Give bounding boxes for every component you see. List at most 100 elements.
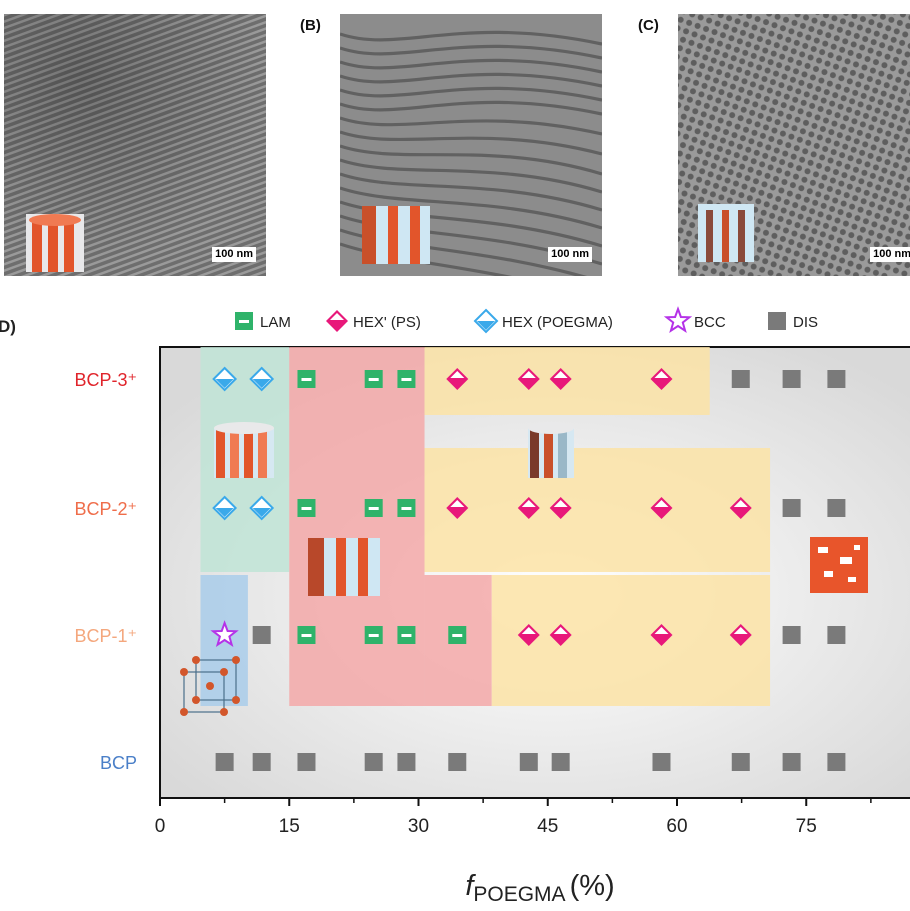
x-tick-label: 60	[666, 816, 687, 837]
row-label: BCP-1⁺	[74, 626, 137, 646]
bcc-lattice-icon	[180, 656, 240, 716]
data-point-hex-ps	[650, 497, 673, 519]
legend-label: HEX' (PS)	[353, 314, 421, 331]
tem-panel-a: 100 nm	[4, 14, 266, 276]
data-point-dis	[827, 753, 846, 771]
data-point-dis	[519, 753, 538, 771]
data-point-dis	[297, 753, 316, 771]
panel-label-b: (B)	[300, 17, 321, 34]
hex-ps-cube-icon	[698, 204, 754, 262]
phase-region	[491, 575, 771, 706]
data-point-lam	[297, 499, 316, 517]
data-point-hex-ps	[446, 497, 469, 519]
tem-panel-b: 100 nm	[340, 14, 602, 276]
hex-cylinder-cube-icon	[26, 214, 84, 272]
data-point-hex-ps	[517, 624, 540, 646]
row-label: BCP-2⁺	[74, 499, 137, 519]
data-point-lam	[448, 626, 467, 644]
data-point-lam	[364, 626, 383, 644]
x-tick-label: 0	[155, 816, 166, 837]
x-axis-label: fPOEGMA (%)	[465, 870, 614, 906]
data-point-hex-ps	[549, 368, 572, 390]
data-point-dis	[551, 753, 570, 771]
disordered-cube-icon	[810, 537, 868, 593]
x-axis-label-sub: POEGMA	[473, 883, 565, 906]
tem-image-b	[340, 14, 602, 276]
row-label: BCP-3⁺	[74, 370, 137, 390]
scale-bar-b: 100 nm	[548, 247, 592, 262]
legend-label: DIS	[793, 314, 818, 331]
data-points	[210, 366, 846, 771]
lamellar-cube-icon	[362, 206, 430, 264]
data-point-dis	[448, 753, 467, 771]
data-point-lam	[397, 370, 416, 388]
data-point-hex-ps	[446, 368, 469, 390]
phase-regions	[200, 347, 771, 706]
data-point-dis	[215, 753, 234, 771]
data-point-hex-ps	[517, 368, 540, 390]
data-point-hex-ps	[650, 624, 673, 646]
row-label: BCP	[100, 753, 137, 773]
data-point-dis	[397, 753, 416, 771]
data-point-dis	[782, 753, 801, 771]
data-point-dis	[782, 626, 801, 644]
legend-marker-hex-poegma	[473, 308, 499, 334]
phase-diagram-chart: D) LAM HEX' (PS) HEX (POEGMA) BCC DIS 0 15 30 4…	[0, 306, 910, 906]
x-tick-label: 15	[279, 816, 300, 837]
data-point-dis	[731, 370, 750, 388]
data-point-hex-poegma	[212, 495, 238, 521]
phase-region	[289, 347, 425, 706]
cylinder-bundle-icon	[214, 422, 274, 478]
chart-legend: LAM HEX' (PS) HEX (POEGMA) BCC DIS	[235, 306, 818, 334]
scale-bar-c: 100 nm	[870, 247, 910, 262]
data-point-dis	[782, 499, 801, 517]
tem-image-c	[678, 14, 910, 276]
row-labels: BCP-3⁺ BCP-2⁺ BCP-1⁺ BCP	[74, 370, 137, 773]
data-point-hex-ps	[549, 497, 572, 519]
cylinder-bundle-icon	[528, 422, 574, 478]
data-point-dis	[827, 499, 846, 517]
data-point-hex-poegma	[249, 366, 275, 392]
x-tick-label: 30	[408, 816, 429, 837]
x-axis-label-f: f	[465, 870, 476, 902]
legend-label: HEX (POEGMA)	[502, 314, 613, 331]
data-point-lam	[364, 370, 383, 388]
tem-image-a	[4, 14, 266, 276]
legend-marker-dis	[768, 312, 786, 330]
x-axis: 015304560759	[155, 798, 872, 837]
x-axis-label-unit: (%)	[570, 870, 615, 902]
schematic-icons	[180, 422, 868, 716]
lamellar-cube-icon	[308, 538, 380, 596]
scale-bar-a: 100 nm	[212, 247, 256, 262]
legend-label: LAM	[260, 314, 291, 331]
data-point-hex-ps	[729, 497, 752, 519]
x-tick-label: 75	[796, 816, 817, 837]
data-point-dis	[364, 753, 383, 771]
data-point-dis	[782, 370, 801, 388]
legend-marker-bcc	[663, 306, 693, 334]
data-point-lam	[397, 626, 416, 644]
data-point-hex-ps	[729, 624, 752, 646]
tem-panel-c: 100 nm	[678, 14, 910, 276]
panel-label-c: (C)	[638, 17, 659, 34]
legend-label: BCC	[694, 314, 726, 331]
data-point-hex-ps	[517, 497, 540, 519]
data-point-dis	[827, 370, 846, 388]
data-point-lam	[297, 626, 316, 644]
panel-label-d: D)	[0, 317, 16, 336]
data-point-hex-ps	[650, 368, 673, 390]
legend-marker-hex-ps	[326, 310, 348, 332]
data-point-hex-poegma	[212, 366, 238, 392]
data-point-lam	[397, 499, 416, 517]
phase-region	[424, 448, 771, 572]
data-point-hex-ps	[549, 624, 572, 646]
data-point-dis	[252, 753, 271, 771]
data-point-dis	[252, 626, 271, 644]
data-point-dis	[827, 626, 846, 644]
data-point-dis	[652, 753, 671, 771]
legend-marker-lam	[235, 312, 253, 330]
data-point-dis	[731, 753, 750, 771]
data-point-lam	[364, 499, 383, 517]
data-point-hex-poegma	[249, 495, 275, 521]
data-point-bcc	[210, 620, 239, 648]
